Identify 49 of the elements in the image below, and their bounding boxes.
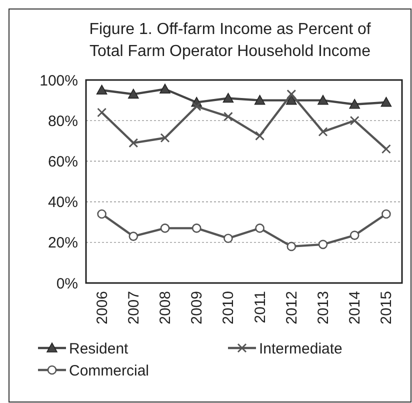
x-tick-label: 2006: [94, 291, 111, 324]
x-tick-label: 2009: [188, 291, 206, 324]
point: [128, 138, 138, 148]
point: [286, 94, 297, 105]
x-tick-label: 2010: [220, 291, 238, 324]
point: [128, 232, 138, 241]
x-tick-label: 2015: [378, 291, 396, 324]
legend-label: Intermediate: [259, 340, 342, 358]
y-tick-label: 20%: [48, 234, 78, 252]
point: [380, 96, 392, 107]
point: [318, 240, 328, 250]
point: [192, 224, 202, 233]
point: [160, 224, 170, 233]
x-tick-label: 2013: [315, 291, 332, 324]
legend-label: Resident: [69, 340, 130, 358]
point: [254, 94, 266, 105]
point: [382, 209, 391, 219]
x-tick-label: 2008: [157, 291, 174, 324]
point: [349, 98, 360, 109]
y-tick-label: 60%: [48, 153, 78, 170]
point: [381, 144, 391, 154]
point: [255, 224, 264, 233]
x-tick-label: 2007: [125, 291, 142, 324]
point: [97, 108, 107, 118]
x-tick-label: 2011: [252, 291, 269, 324]
chart-title: Figure 1. Off-farm Income as Percent of Total Farm Operator Household Income: [89, 21, 372, 60]
point: [350, 230, 360, 240]
point: [286, 89, 296, 99]
point: [160, 84, 170, 94]
x-tick-label: 2014: [346, 291, 364, 324]
y-tick-label: 100%: [40, 72, 78, 90]
point: [223, 112, 233, 122]
y-tick-label: 0%: [56, 275, 78, 292]
point: [318, 94, 328, 105]
point: [160, 133, 170, 143]
point: [222, 92, 234, 103]
x-tick-label: 2012: [283, 291, 300, 324]
point: [350, 116, 360, 126]
point: [192, 102, 202, 112]
y-tick-label: 80%: [48, 112, 78, 130]
point: [255, 131, 265, 141]
point: [96, 84, 108, 95]
point: [128, 88, 139, 99]
point: [97, 209, 106, 219]
point: [224, 234, 233, 243]
y-tick-label: 40%: [48, 194, 78, 212]
point: [318, 127, 328, 137]
point: [286, 242, 296, 252]
legend-label: Commercial: [69, 362, 150, 380]
